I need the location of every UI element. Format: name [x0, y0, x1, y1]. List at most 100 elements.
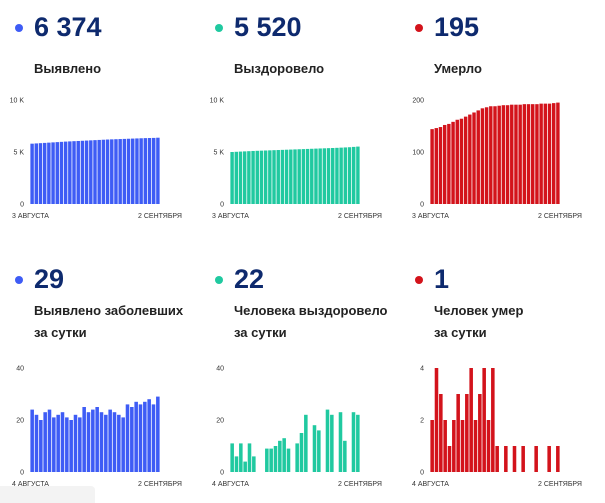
- bar: [112, 412, 117, 472]
- y-tick-label: 5 K: [213, 150, 224, 157]
- bar: [430, 420, 434, 472]
- bar: [531, 104, 535, 204]
- bar: [356, 146, 360, 204]
- bar: [497, 105, 501, 204]
- bar: [97, 139, 101, 204]
- bar: [297, 149, 301, 204]
- bar: [93, 140, 97, 204]
- y-tick-label: 0: [220, 202, 224, 209]
- y-tick-label: 10 K: [210, 98, 225, 105]
- bar: [299, 433, 304, 472]
- bar: [147, 138, 152, 204]
- total-deaths-chart: 0 100 200 3 АВГУСТА 2 СЕНТЯБРЯ: [412, 98, 582, 221]
- bar: [459, 118, 464, 204]
- y-tick-label: 20: [16, 418, 24, 425]
- bar: [269, 448, 273, 472]
- bar: [493, 106, 497, 204]
- y-tick-label: 0: [420, 470, 424, 477]
- daily-deaths-value: 1: [434, 264, 450, 294]
- red-dot-icon: [415, 276, 423, 284]
- panel-total-deaths: 195 Умерло 0 100 200 3 АВГУСТА 2 СЕНТЯБРЯ: [400, 0, 600, 250]
- bar: [469, 368, 473, 472]
- bar: [105, 139, 110, 204]
- bar: [556, 102, 560, 204]
- total-recovered-value: 5 520: [234, 12, 302, 42]
- green-dot-icon: [215, 276, 223, 284]
- bar: [243, 461, 247, 472]
- bar: [60, 412, 65, 472]
- bar: [512, 446, 517, 472]
- blue-dot-icon: [15, 276, 23, 284]
- daily-deaths-chart: 0 2 4 4 АВГУСТА 2 СЕНТЯБРЯ: [412, 366, 582, 489]
- bar: [131, 138, 135, 204]
- label-line: Выздоровело: [234, 61, 325, 76]
- bar: [518, 104, 522, 204]
- bar: [482, 368, 486, 472]
- label-line: за сутки: [234, 325, 287, 340]
- bar: [104, 414, 108, 472]
- bar: [556, 446, 560, 472]
- bar: [114, 139, 118, 204]
- total-cases-chart: 0 5 K 10 K 3 АВГУСТА 2 СЕНТЯБРЯ: [10, 98, 182, 221]
- bar: [335, 147, 339, 204]
- bar: [312, 425, 317, 472]
- y-tick-label: 4: [420, 366, 424, 373]
- bar: [325, 409, 330, 472]
- daily-cases-chart: 0 20 40 4 АВГУСТА 2 СЕНТЯБРЯ: [12, 366, 182, 489]
- bar: [491, 368, 495, 472]
- bar: [304, 414, 308, 472]
- bar: [230, 443, 234, 472]
- red-dot-icon: [415, 24, 423, 32]
- bar: [547, 103, 552, 204]
- bar: [330, 414, 334, 472]
- bar: [326, 148, 331, 204]
- y-tick-label: 0: [220, 470, 224, 477]
- bar: [156, 137, 160, 204]
- bar: [468, 114, 472, 204]
- bar: [255, 150, 259, 204]
- bar: [351, 146, 356, 204]
- bar: [43, 412, 47, 472]
- bar: [108, 409, 112, 472]
- bar: [247, 151, 251, 204]
- bar: [438, 127, 443, 204]
- bar: [551, 103, 556, 204]
- bar: [456, 394, 460, 472]
- bar: [73, 414, 78, 472]
- bar: [135, 138, 139, 204]
- bar: [78, 417, 82, 472]
- bar: [282, 438, 286, 472]
- bar: [305, 148, 310, 204]
- bar: [51, 142, 55, 204]
- x-start-label: 3 АВГУСТА: [212, 213, 249, 220]
- total-recovered-label: Выздоровело: [234, 58, 324, 80]
- y-tick-label: 40: [16, 366, 24, 373]
- bar: [430, 129, 434, 204]
- bar: [34, 414, 39, 472]
- bar: [138, 404, 143, 472]
- bar: [151, 404, 156, 472]
- bar: [69, 420, 73, 472]
- bar: [84, 140, 89, 204]
- y-tick-label: 100: [412, 150, 424, 157]
- bar: [539, 103, 543, 204]
- bar: [139, 138, 143, 204]
- bar: [42, 142, 47, 204]
- x-end-label: 2 СЕНТЯБРЯ: [138, 481, 182, 488]
- bar: [472, 112, 476, 204]
- bar: [484, 107, 489, 204]
- bar: [130, 407, 134, 472]
- bar: [86, 412, 91, 472]
- bar: [478, 394, 482, 472]
- total-cases-label: Выявлено: [34, 58, 101, 80]
- bar: [126, 138, 131, 204]
- bar: [242, 151, 247, 204]
- y-tick-label: 40: [216, 366, 224, 373]
- bar: [234, 151, 239, 204]
- bar: [89, 140, 93, 204]
- x-start-label: 3 АВГУСТА: [12, 213, 49, 220]
- blue-dot-icon: [15, 24, 23, 32]
- bar: [310, 148, 314, 204]
- y-tick-label: 5 K: [13, 150, 24, 157]
- daily-cases-value: 29: [34, 264, 65, 294]
